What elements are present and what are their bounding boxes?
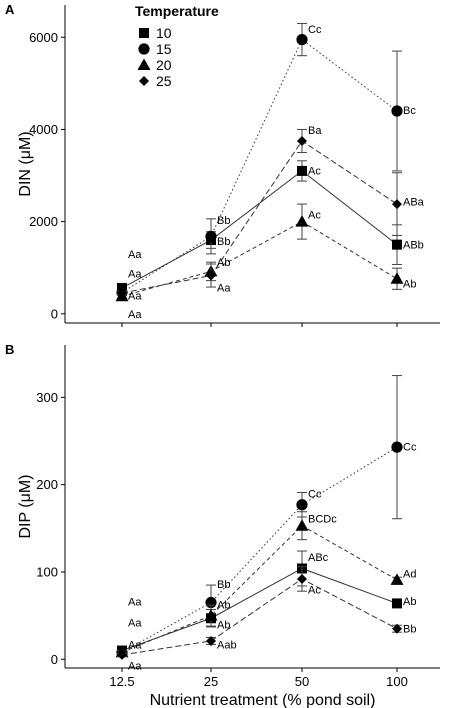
significance-label: ABc: [308, 552, 329, 564]
y-tick-label: 100: [36, 564, 58, 579]
significance-label: Bb: [403, 624, 416, 636]
significance-label: Ac: [308, 210, 321, 222]
significance-label: Ab: [217, 257, 230, 269]
data-point-20: [204, 609, 218, 621]
panel-letter: B: [5, 342, 14, 357]
significance-label: Ba: [308, 125, 322, 137]
data-point-25: [206, 635, 216, 646]
y-tick-label: 0: [51, 652, 58, 667]
panel-letter: A: [5, 2, 15, 17]
data-point-25: [392, 623, 402, 634]
x-tick-label: 25: [204, 674, 218, 689]
legend-label: 10: [156, 25, 172, 41]
significance-label: Ab: [403, 596, 416, 608]
y-tick-label: 200: [36, 477, 58, 492]
data-point-15: [391, 105, 403, 117]
significance-label: BCDc: [308, 514, 337, 526]
significance-label: Aa: [128, 309, 142, 321]
y-tick-label: 2000: [29, 214, 58, 229]
data-point-25: [117, 649, 127, 660]
significance-label: Aa: [128, 618, 142, 630]
y-tick-label: 4000: [29, 122, 58, 137]
legend-marker-10: [139, 28, 149, 38]
y-axis-label: DIP (μM): [17, 474, 34, 538]
data-point-15: [391, 441, 403, 453]
data-point-10: [392, 239, 402, 250]
y-tick-label: 6000: [29, 30, 58, 45]
y-tick-label: 300: [36, 390, 58, 405]
significance-label: Ab: [217, 599, 230, 611]
significance-label: Cc: [308, 488, 322, 500]
series-line-15: [121, 446, 398, 653]
y-tick-label: 0: [51, 306, 58, 321]
series-line-10: [121, 567, 398, 652]
significance-label: Bc: [403, 105, 416, 117]
y-axis-label: DIN (μM): [17, 131, 34, 196]
x-axis-label: Nutrient treatment (% pond soil): [150, 692, 376, 708]
legend-title: Temperature: [135, 3, 219, 19]
significance-label: Ac: [308, 584, 321, 596]
significance-label: Bb: [217, 215, 230, 227]
significance-label: Ac: [308, 165, 321, 177]
significance-label: Aa: [217, 283, 231, 295]
significance-label: Bb: [217, 579, 230, 591]
legend-marker-15: [138, 43, 150, 55]
significance-label: Aab: [217, 639, 237, 651]
significance-label: Aa: [128, 290, 142, 302]
significance-label: Aa: [128, 597, 142, 609]
significance-label: Aa: [128, 660, 142, 672]
significance-label: Cc: [403, 441, 417, 453]
significance-label: ABb: [403, 240, 424, 252]
data-point-20: [390, 272, 404, 284]
data-point-10: [297, 165, 307, 176]
x-tick-label: 100: [386, 674, 408, 689]
data-point-20: [390, 573, 404, 585]
significance-label: Aa: [128, 269, 142, 281]
data-point-20: [295, 215, 309, 227]
data-point-15: [296, 499, 308, 511]
data-point-25: [392, 199, 402, 210]
data-point-15: [205, 230, 217, 242]
data-point-10: [392, 598, 402, 609]
series-line-25: [121, 140, 398, 294]
legend-marker-25: [139, 76, 149, 86]
data-point-20: [295, 519, 309, 531]
legend-label: 20: [156, 57, 172, 73]
significance-label: Ad: [403, 569, 416, 581]
significance-label: Ab: [217, 619, 230, 631]
legend-label: 15: [156, 41, 172, 57]
series-line-15: [121, 38, 398, 294]
x-tick-label: 50: [295, 674, 309, 689]
panel-a-din-chart: A 0 2000 4000 6000 DIN (μM) Aa Aa Aa Aa Bb Bb Ab Aa Cc…: [5, 2, 440, 327]
panel-b-dip-chart: B 0 100 200 300 12.5 25 50 100 DIP (μM) Nutrient t…: [5, 342, 440, 708]
data-point-15: [296, 33, 308, 46]
x-tick-label: 12.5: [109, 674, 134, 689]
significance-label: Bb: [217, 236, 230, 248]
legend-label: 25: [156, 73, 172, 89]
data-point-25: [117, 288, 127, 299]
data-point-25: [297, 573, 307, 584]
significance-label: Aa: [128, 249, 142, 261]
legend-marker-20: [137, 58, 151, 70]
data-point-25: [206, 270, 216, 281]
significance-label: Cc: [308, 24, 322, 36]
significance-label: Aa: [128, 639, 142, 651]
significance-label: ABa: [403, 196, 425, 208]
series-line-25: [121, 578, 398, 656]
significance-label: Ab: [403, 278, 416, 290]
data-point-25: [297, 135, 307, 146]
